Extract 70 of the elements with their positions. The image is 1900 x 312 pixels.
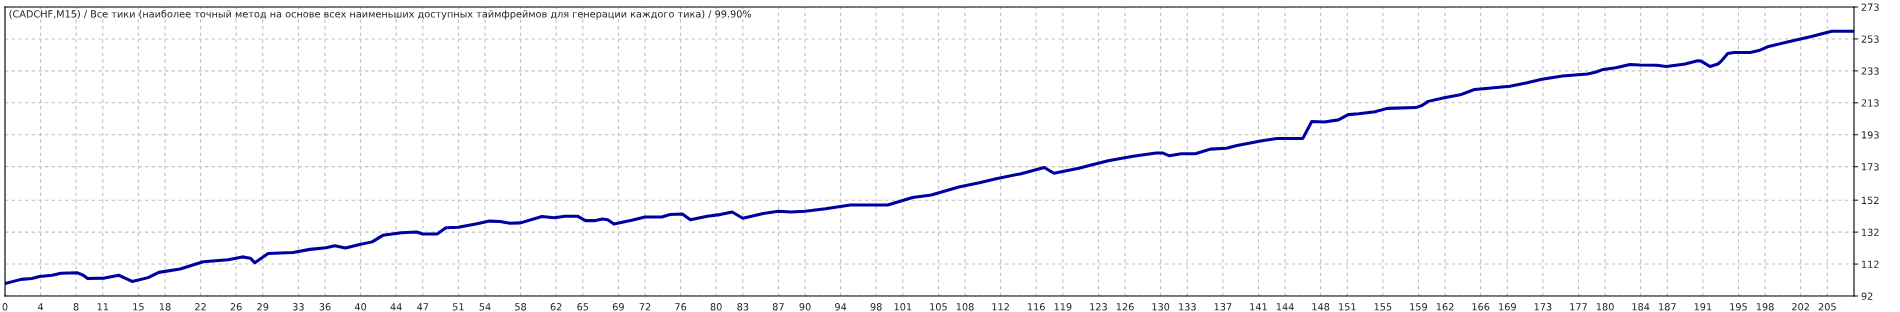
x-tick-label: 180 (1596, 303, 1614, 311)
x-tick-label: 40 (354, 303, 367, 311)
y-tick-label: 152 (1862, 196, 1879, 205)
x-tick-label: 98 (870, 303, 882, 311)
x-tick-label: 76 (675, 303, 687, 311)
x-tick-label: 22 (195, 303, 206, 311)
x-tick-label: 159 (1410, 303, 1428, 311)
x-tick-label: 198 (1756, 303, 1774, 311)
x-tick-label: 195 (1730, 303, 1747, 311)
x-tick-label: 112 (992, 303, 1009, 311)
x-tick-label: 33 (292, 303, 304, 311)
x-tick-label: 137 (1214, 303, 1232, 311)
x-tick-label: 72 (639, 303, 651, 311)
x-tick-label: 133 (1179, 303, 1196, 311)
x-tick-label: 51 (452, 303, 464, 311)
x-tick-label: 169 (1499, 303, 1516, 311)
x-tick-label: 62 (550, 303, 562, 311)
x-tick-label: 11 (97, 303, 109, 311)
y-tick-label: 112 (1862, 260, 1879, 268)
y-tick-label: 233 (1861, 67, 1879, 75)
x-tick-label: 173 (1534, 303, 1552, 311)
x-tick-label: 130 (1152, 303, 1170, 311)
x-tick-label: 80 (710, 303, 722, 311)
x-tick-label: 54 (479, 303, 491, 311)
x-tick-label: 15 (133, 303, 144, 311)
x-tick-label: 119 (1054, 303, 1072, 311)
y-tick-label: 193 (1862, 131, 1879, 139)
x-tick-label: 87 (772, 303, 784, 311)
x-tick-label: 8 (73, 303, 79, 311)
x-tick-label: 162 (1436, 303, 1454, 311)
x-tick-label: 126 (1116, 303, 1134, 311)
y-tick-label: 132 (1862, 228, 1879, 236)
y-tick-label: 213 (1861, 99, 1879, 107)
x-tick-label: 69 (612, 303, 624, 311)
x-tick-label: 83 (737, 303, 749, 311)
x-tick-label: 155 (1374, 303, 1392, 311)
x-tick-label: 166 (1472, 303, 1490, 311)
y-tick-label: 253 (1861, 35, 1879, 43)
y-tick-label: 92 (1861, 292, 1873, 300)
x-tick-label: 65 (577, 303, 589, 311)
line-series (5, 29, 1854, 286)
x-tick-label: 101 (894, 303, 912, 311)
x-tick-label: 177 (1570, 303, 1587, 311)
x-tick-label: 4 (37, 303, 44, 311)
x-tick-label: 94 (835, 303, 847, 311)
y-tick-label: 173 (1862, 163, 1879, 171)
x-tick-label: 148 (1312, 303, 1330, 311)
x-tick-label: 144 (1276, 303, 1294, 311)
x-tick-label: 47 (417, 303, 429, 311)
x-tick-label: 26 (230, 303, 242, 311)
x-tick-label: 29 (257, 303, 269, 311)
x-tick-label: 58 (515, 303, 527, 311)
x-tick-label: 187 (1659, 303, 1676, 311)
x-tick-label: 44 (390, 303, 402, 311)
x-tick-label: 205 (1818, 303, 1836, 311)
x-tick-label: 141 (1250, 303, 1267, 311)
x-tick-label: 18 (159, 303, 171, 311)
x-tick-label: 0 (2, 303, 8, 311)
x-tick-label: 108 (956, 303, 974, 311)
x-tick-label: 184 (1632, 303, 1650, 311)
x-tick-label: 90 (799, 303, 811, 311)
x-tick-label: 151 (1339, 303, 1356, 311)
x-tick-label: 123 (1090, 303, 1107, 311)
x-tick-label: 116 (1027, 303, 1045, 311)
chart-title: (CADCHF,M15) / Все тики (наиболее точный метод на основе всех наименьших доступных таймфреймов для генерации каждого тика) / 99.90% (9, 9, 752, 20)
x-tick-label: 202 (1792, 303, 1809, 311)
x-tick-label: 36 (319, 303, 331, 311)
x-tick-label: 105 (930, 303, 947, 311)
x-tick-label: 191 (1694, 303, 1712, 311)
y-tick-label: 273 (1861, 3, 1879, 11)
